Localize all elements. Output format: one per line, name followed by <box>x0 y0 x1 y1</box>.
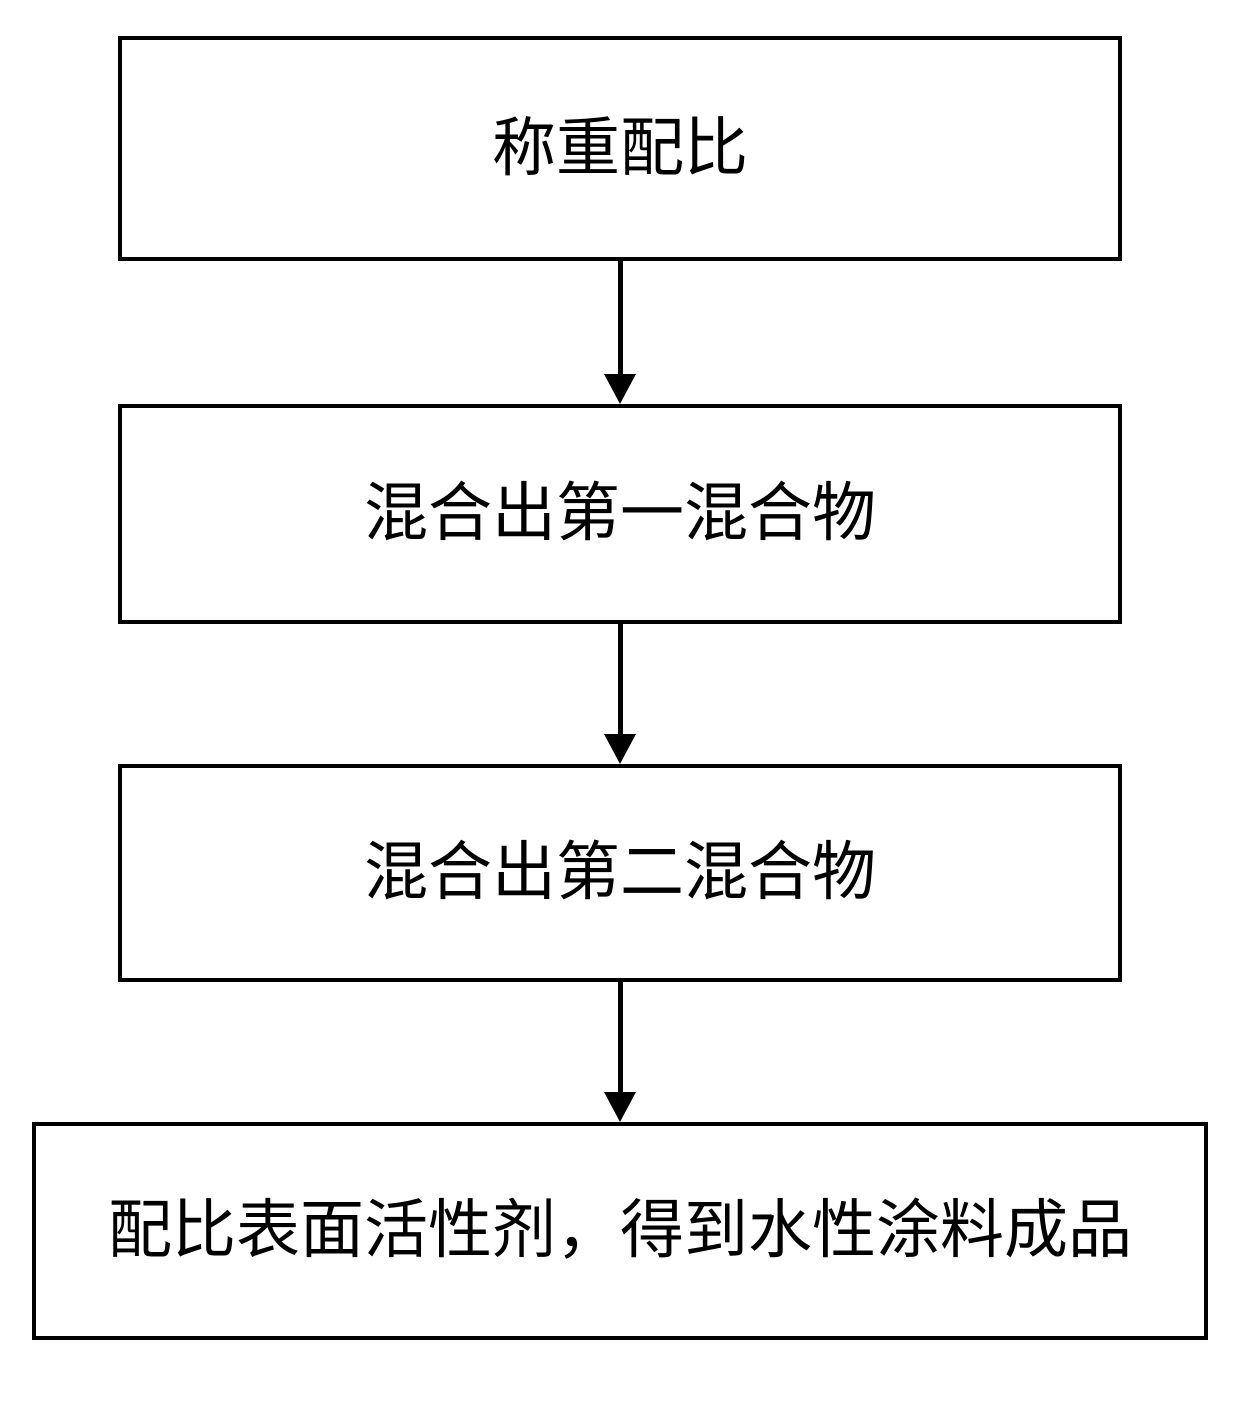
arrow-head-icon <box>604 734 636 764</box>
arrow-head-icon <box>604 1092 636 1122</box>
step-label-1: 称重配比 <box>492 112 748 186</box>
arrow-2 <box>604 624 636 764</box>
step-box-2: 混合出第一混合物 <box>118 404 1122 624</box>
step-label-2: 混合出第一混合物 <box>364 477 876 551</box>
step-box-4: 配比表面活性剂，得到水性涂料成品 <box>32 1122 1208 1340</box>
arrow-line-3 <box>618 982 623 1094</box>
arrow-line-2 <box>618 624 623 736</box>
arrow-3 <box>604 982 636 1122</box>
step-box-1: 称重配比 <box>118 36 1122 261</box>
step-label-4: 配比表面活性剂，得到水性涂料成品 <box>108 1194 1132 1268</box>
step-box-3: 混合出第二混合物 <box>118 764 1122 982</box>
arrow-head-icon <box>604 374 636 404</box>
arrow-line-1 <box>618 261 623 376</box>
step-label-3: 混合出第二混合物 <box>364 836 876 910</box>
arrow-1 <box>604 261 636 404</box>
flowchart-container: 称重配比 混合出第一混合物 混合出第二混合物 配比表面活性剂，得到水性涂料成品 <box>0 36 1240 1340</box>
